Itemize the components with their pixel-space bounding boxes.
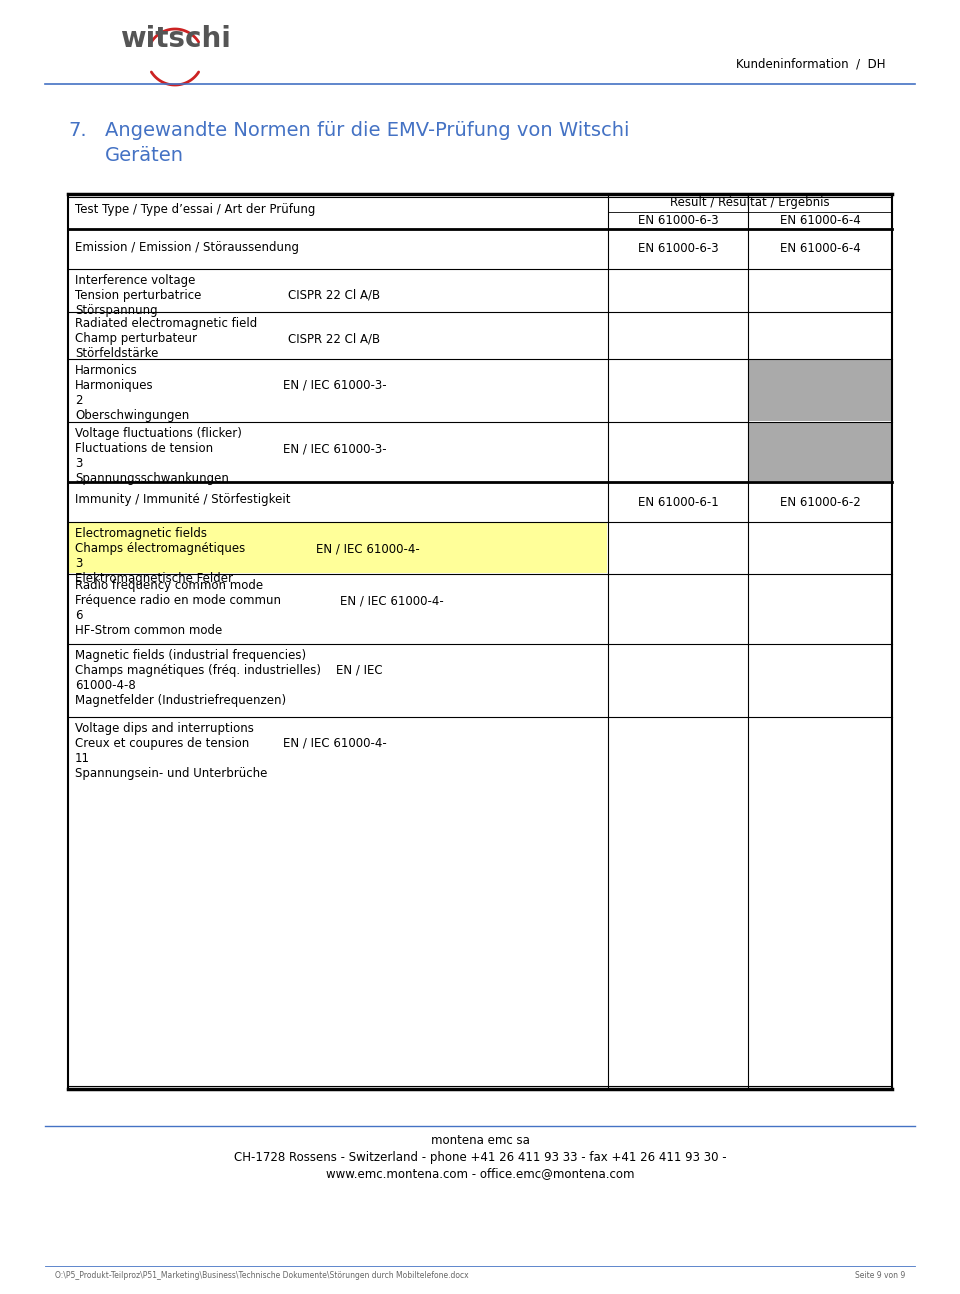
Text: Störfeldstärke: Störfeldstärke (75, 347, 158, 360)
Text: montena emc sa: montena emc sa (431, 1135, 529, 1148)
Text: Electromagnetic fields: Electromagnetic fields (75, 527, 207, 540)
Text: 6: 6 (75, 609, 83, 622)
Text: CH-1728 Rossens - Switzerland - phone +41 26 411 93 33 - fax +41 26 411 93 30 -: CH-1728 Rossens - Switzerland - phone +4… (233, 1152, 727, 1165)
Text: Champs magnétiques (fréq. industrielles)    EN / IEC: Champs magnétiques (fréq. industrielles)… (75, 664, 383, 677)
Text: Spannungsschwankungen: Spannungsschwankungen (75, 472, 228, 485)
Text: witschi: witschi (120, 25, 230, 53)
Text: Oberschwingungen: Oberschwingungen (75, 409, 189, 422)
Text: Geräten: Geräten (105, 146, 184, 166)
Text: Creux et coupures de tension: Creux et coupures de tension (75, 738, 250, 751)
Text: Immunity / Immunité / Störfestigkeit: Immunity / Immunité / Störfestigkeit (75, 493, 291, 506)
Text: 7.: 7. (68, 122, 86, 140)
Text: EN 61000-6-4: EN 61000-6-4 (780, 242, 860, 255)
Text: Harmoniques: Harmoniques (75, 379, 154, 392)
Text: www.emc.montena.com - office.emc@montena.com: www.emc.montena.com - office.emc@montena… (325, 1167, 635, 1180)
Text: Interference voltage: Interference voltage (75, 274, 196, 287)
Text: CISPR 22 Cl A/B: CISPR 22 Cl A/B (288, 289, 380, 302)
Text: Magnetic fields (industrial frequencies): Magnetic fields (industrial frequencies) (75, 650, 306, 663)
Text: Fréquence radio en mode commun: Fréquence radio en mode commun (75, 594, 281, 607)
Text: Emission / Emission / Störaussendung: Emission / Emission / Störaussendung (75, 241, 299, 254)
Text: Spannungsein- und Unterbrüche: Spannungsein- und Unterbrüche (75, 767, 268, 780)
Text: Kundeninformation  /  DH: Kundeninformation / DH (735, 57, 885, 70)
Text: EN 61000-6-4: EN 61000-6-4 (780, 214, 860, 226)
Text: EN / IEC 61000-4-: EN / IEC 61000-4- (283, 738, 387, 751)
Text: Seite 9 von 9: Seite 9 von 9 (854, 1272, 905, 1281)
Text: EN 61000-6-3: EN 61000-6-3 (637, 242, 718, 255)
Text: 2: 2 (75, 393, 83, 408)
Text: Test Type / Type d’essai / Art der Prüfung: Test Type / Type d’essai / Art der Prüfu… (75, 203, 316, 216)
Text: EN 61000-6-3: EN 61000-6-3 (637, 214, 718, 226)
Bar (69, 523, 607, 573)
Text: EN / IEC 61000-4-: EN / IEC 61000-4- (316, 542, 420, 555)
Bar (749, 423, 891, 481)
Text: Champs électromagnétiques: Champs électromagnétiques (75, 542, 245, 555)
Text: EN 61000-6-2: EN 61000-6-2 (780, 496, 860, 509)
Text: Harmonics: Harmonics (75, 364, 137, 377)
Text: Elektromagnetische Felder: Elektromagnetische Felder (75, 572, 233, 585)
Text: Magnetfelder (Industriefrequenzen): Magnetfelder (Industriefrequenzen) (75, 694, 286, 707)
Text: EN / IEC 61000-3-: EN / IEC 61000-3- (283, 443, 387, 455)
Text: Radio frequency common mode: Radio frequency common mode (75, 578, 263, 591)
Text: Radiated electromagnetic field: Radiated electromagnetic field (75, 317, 257, 330)
Text: 11: 11 (75, 752, 90, 765)
Text: CISPR 22 Cl A/B: CISPR 22 Cl A/B (288, 333, 380, 345)
Text: Tension perturbatrice: Tension perturbatrice (75, 289, 202, 302)
Text: O:\P5_Produkt-Teilproz\P51_Marketing\Business\Technische Dokumente\Störungen dur: O:\P5_Produkt-Teilproz\P51_Marketing\Bus… (55, 1272, 468, 1281)
Text: Fluctuations de tension: Fluctuations de tension (75, 443, 213, 455)
Text: Voltage fluctuations (flicker): Voltage fluctuations (flicker) (75, 427, 242, 440)
Text: Voltage dips and interruptions: Voltage dips and interruptions (75, 722, 253, 735)
Text: HF-Strom common mode: HF-Strom common mode (75, 624, 223, 637)
Text: 3: 3 (75, 457, 83, 470)
Text: EN / IEC 61000-3-: EN / IEC 61000-3- (283, 379, 387, 392)
Text: 3: 3 (75, 556, 83, 569)
Text: EN / IEC 61000-4-: EN / IEC 61000-4- (340, 594, 444, 607)
Text: Result / Résultat / Ergebnis: Result / Résultat / Ergebnis (670, 197, 829, 210)
Text: Champ perturbateur: Champ perturbateur (75, 333, 197, 345)
Bar (749, 360, 891, 421)
Text: Angewandte Normen für die EMV-Prüfung von Witschi: Angewandte Normen für die EMV-Prüfung vo… (105, 122, 630, 140)
Text: EN 61000-6-1: EN 61000-6-1 (637, 496, 718, 509)
Text: 61000-4-8: 61000-4-8 (75, 679, 135, 692)
Text: Störspannung: Störspannung (75, 304, 157, 317)
